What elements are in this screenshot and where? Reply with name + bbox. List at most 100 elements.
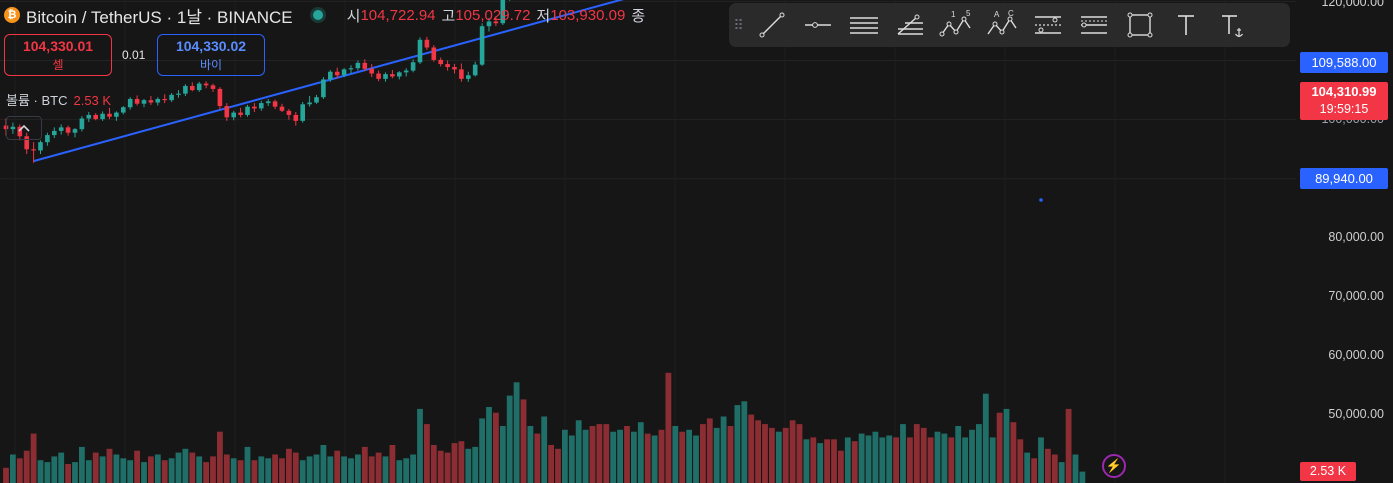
candle	[65, 125, 71, 136]
candle-body	[369, 68, 374, 74]
volume-bar	[106, 448, 113, 483]
volume-bar	[1045, 448, 1051, 483]
candle-body	[341, 69, 347, 76]
candle-body	[334, 71, 340, 76]
candle-body	[93, 114, 98, 120]
horizontal-ray-icon[interactable]	[795, 3, 841, 47]
long-position-icon[interactable]	[1071, 3, 1117, 47]
volume-bar	[368, 456, 375, 483]
text-icon[interactable]	[1163, 3, 1209, 47]
volume-bar	[3, 467, 9, 483]
volume-bar	[1065, 408, 1072, 483]
volume-bar	[113, 454, 120, 483]
volume-bar	[120, 458, 127, 483]
candle-body	[65, 127, 71, 133]
collapse-button[interactable]	[6, 116, 42, 140]
volume-legend-value: 2.53 K	[73, 93, 112, 108]
rectangle-icon[interactable]	[1117, 3, 1163, 47]
candle	[217, 87, 223, 110]
candle-body	[24, 136, 29, 150]
volume-bar	[589, 426, 596, 483]
sell-button[interactable]: 104,330.01 셀	[4, 34, 112, 76]
candle	[466, 71, 471, 82]
volume-bar	[913, 424, 920, 483]
volume-bar	[1003, 408, 1010, 483]
volume-bar	[858, 433, 865, 483]
volume-bar	[223, 454, 230, 483]
candle-body	[307, 102, 312, 105]
symbol-title[interactable]: Bitcoin / TetherUS · 1날 · BINANCE	[26, 7, 293, 27]
volume-label: 볼륨 · BTC	[6, 93, 68, 108]
price-level-high-label[interactable]: 109,588.00	[1300, 52, 1388, 73]
candle	[93, 113, 98, 121]
volume-bar	[355, 454, 361, 483]
parallel-channel-icon[interactable]	[841, 3, 887, 47]
buy-button[interactable]: 104,330.02 바이	[157, 34, 265, 76]
volume-bar	[700, 424, 706, 483]
candle-body	[431, 47, 437, 60]
candle	[127, 97, 133, 110]
volume-bar	[465, 448, 472, 483]
symbol-header: ₿ Bitcoin / TetherUS · 1날 · BINANCE 시 10…	[4, 4, 645, 27]
volume-bar	[444, 452, 451, 483]
volume-bar	[424, 424, 430, 483]
candle-body	[107, 113, 112, 117]
candle-body	[314, 97, 319, 103]
volume-bar	[679, 431, 686, 483]
volume-bar	[341, 456, 347, 483]
volume-bar	[92, 452, 99, 483]
candle	[314, 94, 319, 104]
candle-body	[155, 98, 161, 103]
volume-bar	[23, 450, 30, 483]
candle-body	[190, 85, 195, 91]
volume-bar	[375, 452, 382, 483]
candle	[155, 97, 161, 106]
lightning-icon[interactable]: ⚡	[1102, 454, 1126, 478]
volume-bar	[244, 446, 251, 483]
candle	[79, 116, 85, 132]
volume-bar	[127, 460, 134, 483]
volume-bar	[1051, 454, 1058, 483]
trend-line-icon[interactable]	[749, 3, 795, 47]
candle-body	[203, 83, 209, 86]
volume-bar	[886, 435, 893, 483]
volume-bar	[665, 372, 672, 483]
candle-body	[272, 101, 278, 107]
volume-bar	[493, 412, 499, 483]
anchored-text-icon[interactable]	[1209, 3, 1255, 47]
candle	[190, 82, 195, 92]
grid-lines	[0, 0, 1296, 180]
volume-bar	[955, 426, 962, 483]
open-value: 104,722.94	[360, 6, 436, 24]
volume-bar	[58, 452, 65, 483]
candle	[438, 57, 443, 67]
volume-bar	[658, 429, 665, 483]
volume-bar	[154, 454, 161, 483]
candle-body	[397, 72, 402, 77]
drag-handle-icon[interactable]: ⠿	[733, 16, 745, 33]
volume-bar	[624, 426, 630, 483]
volume-bar	[907, 437, 913, 483]
volume-bar	[168, 458, 175, 483]
volume-bar	[562, 429, 568, 483]
date-price-range-icon[interactable]	[1025, 3, 1071, 47]
volume-bar	[803, 439, 810, 483]
price-level-low-label[interactable]: 89,940.00	[1300, 168, 1388, 189]
volume-legend[interactable]: 볼륨 · BTC 2.53 K	[6, 90, 111, 109]
volume-bar	[838, 450, 844, 483]
fib-retracement-icon[interactable]	[887, 3, 933, 47]
candle-body	[52, 130, 57, 136]
volume-bar	[996, 412, 1003, 483]
volume-bar	[775, 431, 782, 483]
axis-tick-120000: 120,000.00	[1321, 0, 1384, 9]
candle	[493, 16, 499, 27]
volume-bar	[1038, 437, 1044, 483]
volume-bar	[210, 456, 216, 483]
candle-body	[127, 98, 133, 108]
ascending-trendline[interactable]	[33, 0, 1296, 163]
volume-bar	[713, 427, 720, 483]
candle	[10, 122, 16, 134]
